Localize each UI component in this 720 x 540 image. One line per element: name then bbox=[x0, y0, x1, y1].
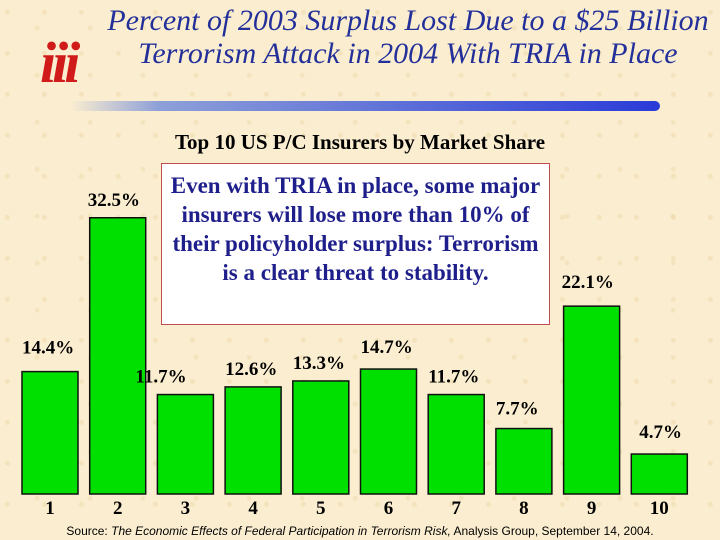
x-tick-4: 4 bbox=[248, 498, 258, 519]
x-tick-8: 8 bbox=[519, 498, 529, 519]
source-note: Source: The Economic Effects of Federal … bbox=[0, 524, 720, 538]
data-label-2: 32.5% bbox=[88, 190, 140, 211]
x-tick-3: 3 bbox=[181, 498, 191, 519]
source-title: The Economic Effects of Federal Particip… bbox=[111, 524, 451, 538]
page-title: Percent of 2003 Surplus Lost Due to a $2… bbox=[107, 4, 709, 70]
title-underline bbox=[70, 101, 660, 111]
data-label-3: 11.7% bbox=[135, 367, 186, 388]
bar-1 bbox=[21, 370, 79, 495]
bar-9 bbox=[562, 305, 621, 495]
x-tick-9: 9 bbox=[587, 498, 597, 519]
source-suffix: Analysis Group, September 14, 2004. bbox=[450, 524, 654, 538]
bar-5 bbox=[292, 380, 350, 495]
data-label-10: 4.7% bbox=[639, 422, 682, 443]
callout-box: Even with TRIA in place, some major insu… bbox=[161, 163, 550, 325]
data-label-7: 11.7% bbox=[428, 367, 479, 388]
x-tick-5: 5 bbox=[316, 498, 326, 519]
data-label-1: 14.4% bbox=[22, 338, 74, 359]
x-tick-2: 2 bbox=[113, 498, 123, 519]
bar-8 bbox=[495, 427, 553, 495]
chart-title: Top 10 US P/C Insurers by Market Share bbox=[174, 130, 546, 154]
data-label-6: 14.7% bbox=[361, 337, 413, 358]
x-tick-10: 10 bbox=[650, 498, 669, 519]
x-tick-7: 7 bbox=[451, 498, 461, 519]
x-tick-1: 1 bbox=[45, 498, 55, 519]
x-tick-6: 6 bbox=[384, 498, 394, 519]
bar-10 bbox=[630, 453, 689, 495]
data-label-4: 12.6% bbox=[225, 359, 277, 380]
data-label-5: 13.3% bbox=[293, 353, 345, 374]
source-prefix: Source: bbox=[66, 524, 112, 538]
bar-2 bbox=[88, 217, 147, 495]
bar-4 bbox=[224, 386, 282, 495]
bar-6 bbox=[359, 368, 418, 495]
data-label-8: 7.7% bbox=[496, 399, 539, 420]
iii-logo: iii bbox=[40, 30, 80, 95]
bar-7 bbox=[427, 393, 485, 495]
bar-3 bbox=[156, 393, 215, 495]
data-label-9: 22.1% bbox=[562, 272, 614, 293]
